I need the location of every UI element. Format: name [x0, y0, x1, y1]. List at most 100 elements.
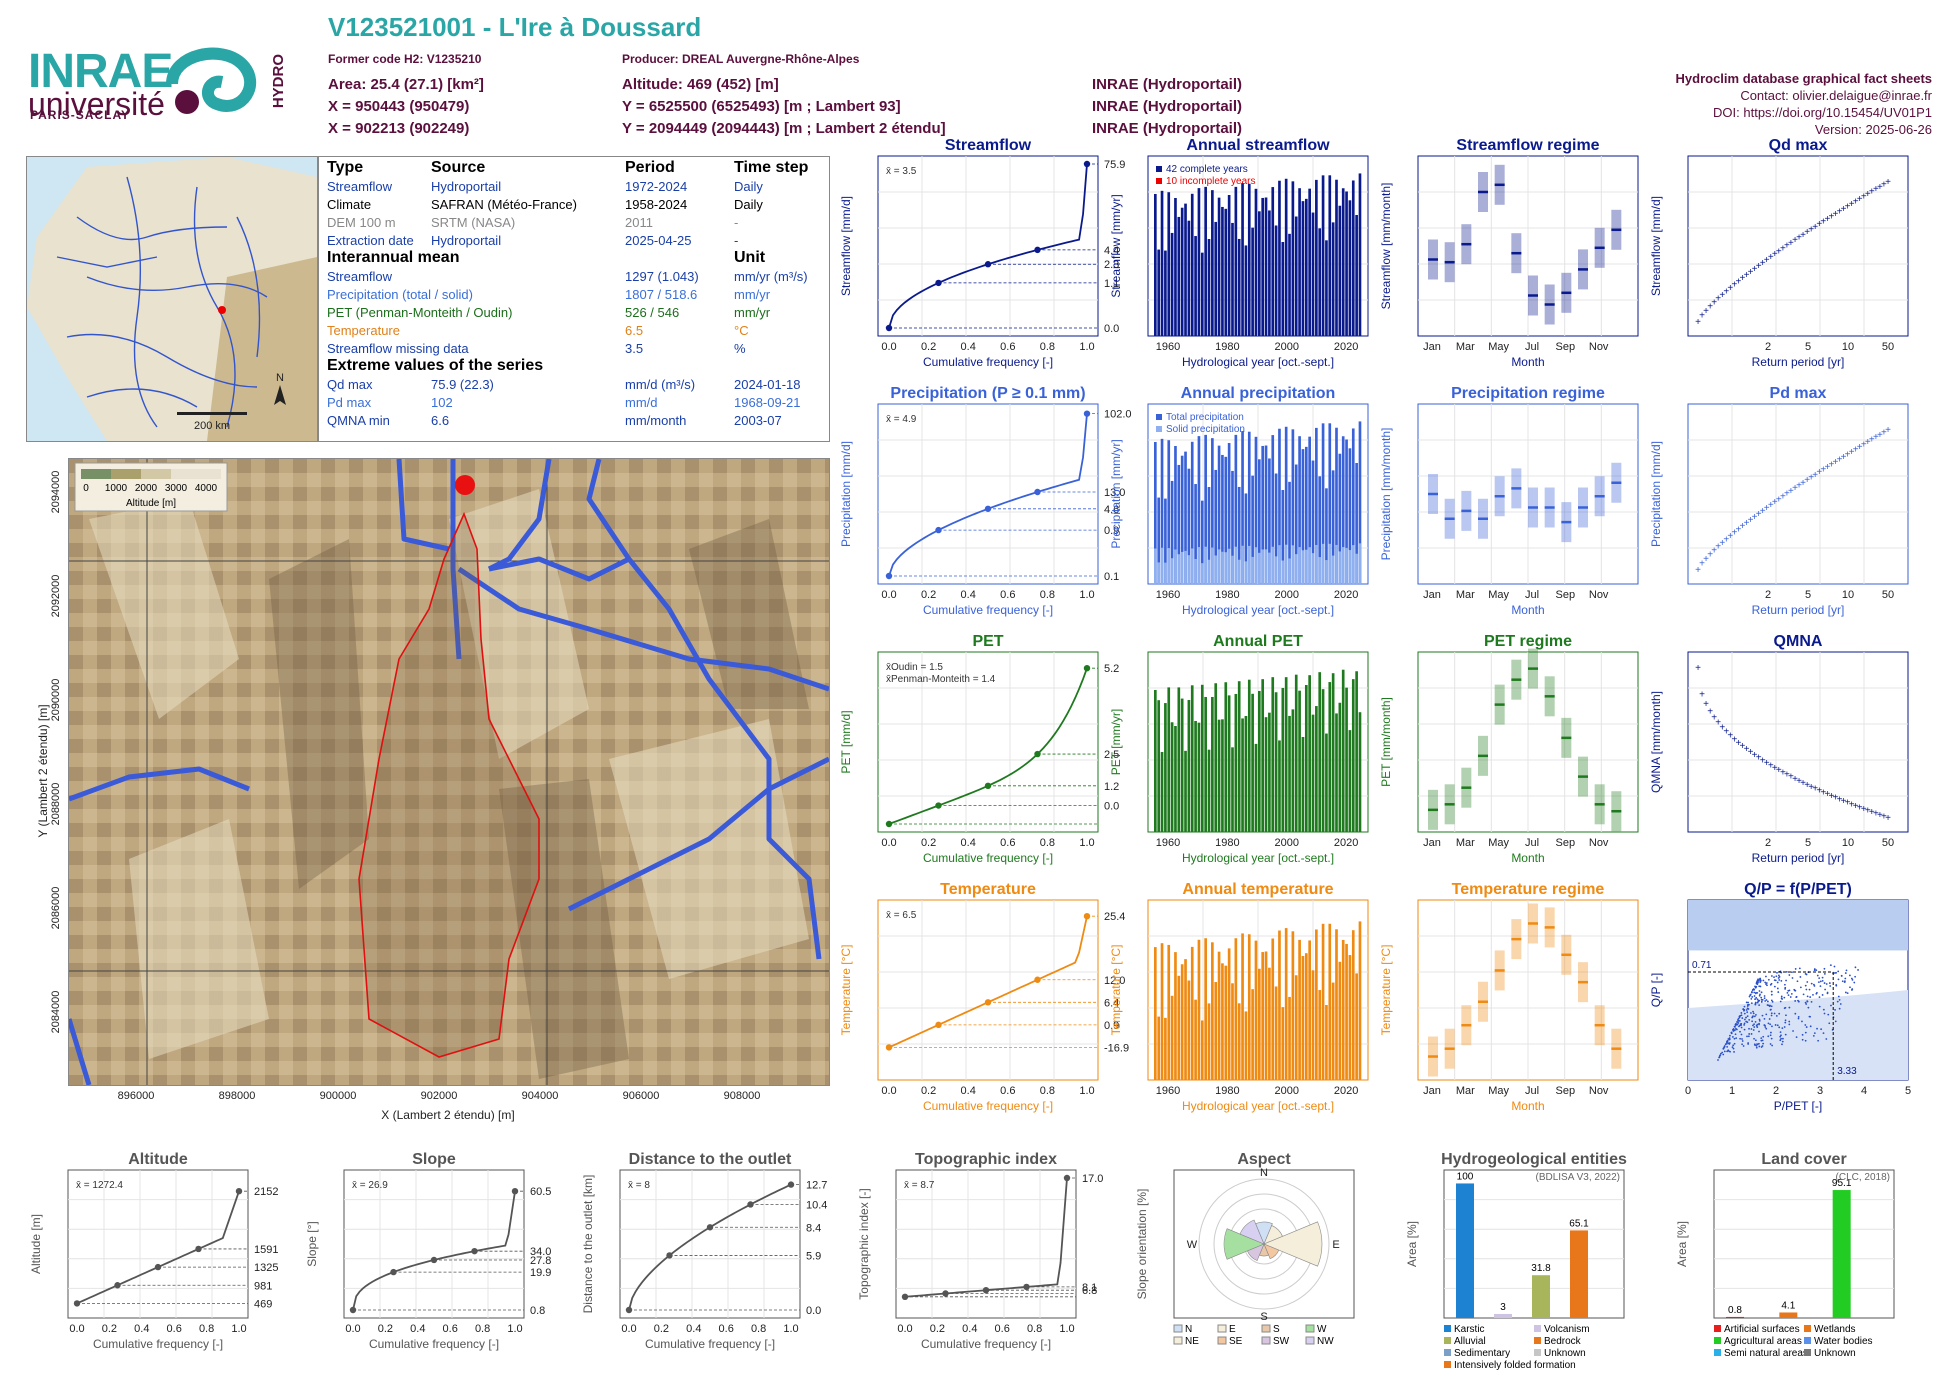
freq-point: + [1764, 503, 1770, 514]
chart-title: Q/P = f(P/PET) [1744, 881, 1852, 898]
qp-point [1781, 1043, 1783, 1046]
qp-point [1780, 995, 1783, 998]
annual-bar [1197, 436, 1201, 584]
annual-bar [1348, 448, 1352, 584]
x-tick: 5 [1905, 1085, 1911, 1097]
freq-point: + [1772, 249, 1778, 260]
x-tick: 1960 [1156, 341, 1180, 353]
qp-point [1770, 999, 1773, 1002]
solid-bar [1318, 557, 1322, 584]
x-axis-label: Month [1511, 355, 1544, 369]
source-row-cell-3: Daily [734, 196, 763, 212]
annual-bar [1308, 675, 1311, 832]
qp-point [1817, 1039, 1820, 1042]
freq-point: + [1800, 230, 1806, 241]
legend-swatch [1173, 1336, 1183, 1345]
annual-bar [1291, 709, 1295, 832]
qp-point [1804, 972, 1807, 975]
qp-point [1854, 966, 1857, 969]
qp-point [1834, 1020, 1837, 1023]
annual-bar [1224, 682, 1228, 832]
qp-point [1776, 981, 1779, 984]
annual-bar [1321, 689, 1325, 832]
freq-point: + [1736, 738, 1742, 749]
annual-bar [1214, 982, 1218, 1080]
qp-point [1764, 981, 1767, 984]
qp-point [1758, 1020, 1761, 1022]
annual-bar [1227, 695, 1231, 832]
y-axis-label: Temperature [°C] [1379, 945, 1393, 1036]
right-tick: 0.0 [1104, 801, 1119, 813]
freq-point: + [1881, 179, 1887, 190]
freq-point: + [1711, 712, 1717, 723]
qp-point [1778, 1026, 1781, 1029]
qp-point [1726, 1042, 1728, 1045]
annual-bar [1338, 453, 1342, 584]
legend-item: Agricultural areas [1724, 1336, 1802, 1347]
map-ytick: 2088000 [50, 782, 62, 826]
solid-bar [1231, 555, 1234, 584]
y-axis-label: QMNA [mm/month] [1649, 691, 1663, 793]
freq-point: + [1760, 755, 1766, 766]
solid-bar [1180, 551, 1184, 584]
qp-point [1798, 967, 1801, 970]
legend-swatch [1305, 1324, 1315, 1333]
qp-point [1781, 1027, 1784, 1030]
freq-point: + [1792, 235, 1798, 246]
annual-bar [1204, 186, 1207, 336]
annual-bar [1358, 421, 1362, 584]
annual-bar [1288, 715, 1291, 832]
qp-point [1765, 999, 1768, 1001]
chart-aspect: Aspect Slope orientation [%] N E S W N E S W NE SE S… [1134, 1148, 1404, 1366]
qp-point [1761, 998, 1764, 1001]
qp-point [1848, 974, 1851, 977]
annual-bar [1274, 986, 1278, 1080]
right-tick: 1.2 [1104, 781, 1119, 793]
chart-title: Annual PET [1213, 633, 1303, 650]
chart-title: Temperature regime [1452, 881, 1605, 898]
x-tick: 0.2 [378, 1323, 393, 1335]
legend-swatch [1156, 414, 1162, 420]
annual-bar [1288, 233, 1291, 336]
source-row-cell-3: Daily [734, 178, 763, 194]
qp-point [1812, 1034, 1815, 1037]
month-tick: Mar [1456, 837, 1475, 849]
month-tick: May [1488, 837, 1509, 849]
x-tick: 2000 [1275, 341, 1299, 353]
qp-point [1806, 1000, 1809, 1003]
x-tick: 2 [1773, 1085, 1779, 1097]
altitude-legend: 0 1000 2000 3000 4000 Altitude [m] [74, 462, 228, 512]
right-tick: 13.0 [1104, 487, 1125, 499]
contact[interactable]: Contact: olivier.delaigue@inrae.fr [1740, 88, 1932, 103]
qp-point [1766, 1000, 1769, 1003]
freq-point: + [1703, 306, 1709, 317]
right-tick: 0.8 [530, 1305, 545, 1317]
freq-point: + [1703, 554, 1709, 565]
qp-point [1821, 994, 1824, 996]
annual-bar [1301, 449, 1305, 584]
annual-bar [1211, 190, 1214, 336]
mean-value: 1807 / 518.6 [625, 286, 698, 302]
lower-band [1688, 990, 1908, 1080]
chart-title: Annual temperature [1182, 881, 1333, 898]
extreme-row-cell-0: Pd max [327, 394, 372, 410]
doi[interactable]: DOI: https://doi.org/10.15454/UV01P1 [1713, 105, 1932, 120]
bar-value-label: 65.1 [1569, 1218, 1589, 1229]
month-tick: May [1488, 341, 1509, 353]
freq-point: + [1841, 452, 1847, 463]
plot-frame [1687, 155, 1909, 337]
freq-point: + [1865, 806, 1871, 817]
qp-point [1761, 1045, 1764, 1047]
solid-bar [1241, 545, 1244, 584]
chart-svg-landcover: Land cover Area [%] 0.8 4.1 95.1(CLC, 2018) A… [1675, 1151, 1895, 1359]
annual-bar [1335, 427, 1338, 584]
annual-bar [1167, 192, 1171, 336]
freq-point: + [1731, 528, 1737, 539]
upper-band [1688, 900, 1908, 951]
freq-point: + [1824, 462, 1830, 473]
qp-point [1785, 979, 1787, 982]
annual-bar [1351, 428, 1355, 584]
freq-point: + [1744, 744, 1750, 755]
qp-point [1825, 983, 1828, 985]
annual-bar [1355, 973, 1358, 1080]
